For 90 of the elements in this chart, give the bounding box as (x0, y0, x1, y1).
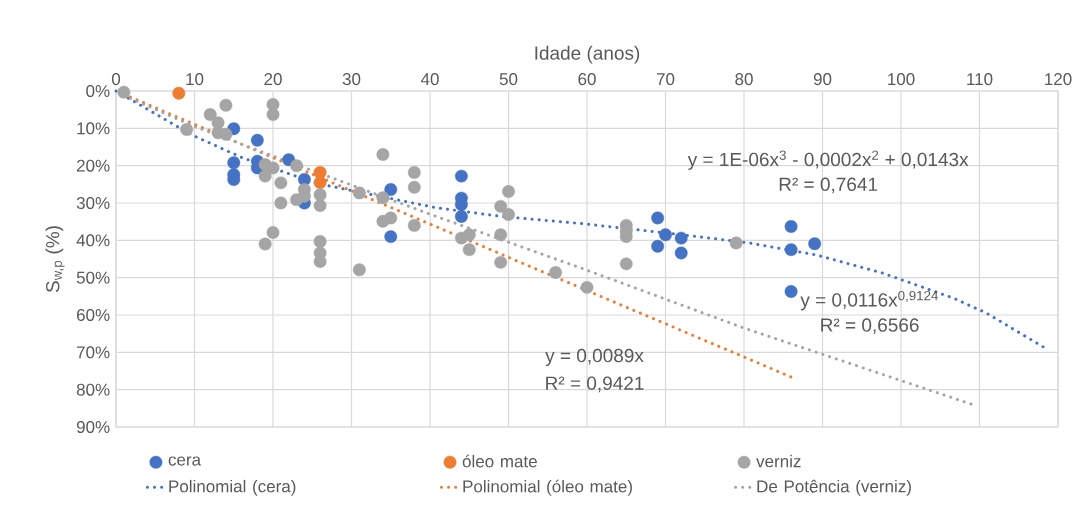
point (580, 280, 594, 294)
point (290, 159, 303, 173)
y-tick-label: 40% (76, 234, 110, 247)
point (549, 266, 563, 279)
point (376, 191, 390, 205)
annotation: R² = 0,9421 (546, 376, 644, 393)
annotation: y = 0,0116x$^{0,9124}$ (800, 290, 938, 311)
point (313, 199, 327, 213)
point (674, 231, 688, 245)
y-tick-label: 60% (76, 308, 110, 322)
legend-label: óleo mate (462, 454, 537, 468)
point (250, 133, 264, 147)
point (651, 211, 665, 225)
y-tick-label: 50% (76, 271, 110, 284)
point (384, 230, 398, 243)
x-tick-label: 40 (420, 73, 439, 86)
y-tick-label: 30% (76, 196, 110, 210)
point (462, 243, 476, 257)
x-tick-label: 20 (264, 73, 282, 86)
point (227, 156, 241, 170)
point (659, 228, 672, 242)
point (180, 123, 194, 136)
point (376, 148, 390, 161)
point (729, 236, 743, 250)
x-tick-label: 80 (735, 73, 753, 86)
point (494, 199, 508, 213)
y-tick-label: 0% (86, 84, 110, 98)
point (384, 211, 398, 225)
point (494, 255, 508, 269)
point (266, 108, 280, 121)
x-tick-label: 70 (656, 73, 675, 86)
point (674, 246, 688, 260)
point (407, 180, 421, 194)
point (203, 108, 217, 121)
point (455, 169, 468, 183)
point (258, 237, 272, 251)
y-tick-label: 80% (76, 383, 110, 396)
point (462, 228, 476, 242)
point (651, 239, 665, 253)
x-tick-label: 60 (578, 73, 596, 86)
point (407, 219, 421, 232)
point (274, 176, 288, 190)
annotation: R² = 0,7641 (779, 177, 878, 194)
x-tick-label: 50 (499, 73, 518, 86)
point (313, 255, 327, 269)
point (784, 285, 798, 298)
x-tick-label: 0 (111, 73, 121, 86)
point (117, 85, 131, 99)
point (172, 86, 186, 100)
point (313, 176, 327, 189)
y-axis-title: S$_{w,p}$ (%) (45, 226, 65, 293)
point (494, 228, 508, 242)
point (313, 235, 327, 248)
point (808, 237, 822, 251)
x-tick-label: 90 (813, 73, 832, 86)
point (784, 220, 798, 233)
point (266, 226, 280, 239)
point (258, 169, 272, 183)
x-tick-label: 110 (967, 73, 993, 86)
x-axis-title: Idade (anos) (535, 45, 640, 64)
x-tick-label: 100 (888, 73, 915, 86)
annotation: y = 0,0089x (545, 348, 644, 367)
annotation: y = 1E-06x$^{3}$ - 0,0002x$^{2}$ + 0,0143x (687, 150, 969, 170)
x-tick-label: 120 (1045, 73, 1072, 86)
point (274, 196, 288, 210)
y-tick-label: 10% (77, 122, 110, 135)
point (455, 210, 468, 223)
point (313, 188, 327, 202)
y-tick-label: 90% (76, 420, 110, 434)
point (502, 185, 515, 198)
point (619, 257, 633, 271)
legend-label: De Potência (verniz) (757, 479, 911, 496)
point (384, 183, 398, 196)
point (407, 165, 421, 179)
point (219, 98, 233, 112)
legend-label: cera (168, 456, 202, 466)
point (352, 263, 366, 277)
point (784, 243, 798, 257)
y-tick-label: 70% (77, 346, 110, 359)
point (266, 161, 280, 175)
legend-label: verniz (756, 454, 801, 468)
y-tick-label: 20% (76, 159, 110, 172)
point (219, 127, 233, 141)
point (352, 186, 366, 200)
legend-label: Polinomial (cera) (169, 479, 296, 496)
x-tick-label: 30 (342, 73, 361, 86)
annotation: R² = 0,6566 (821, 318, 919, 335)
point (502, 208, 515, 221)
x-tick-label: 10 (186, 73, 204, 86)
legend-label: Polinomial (óleo mate) (463, 479, 632, 496)
